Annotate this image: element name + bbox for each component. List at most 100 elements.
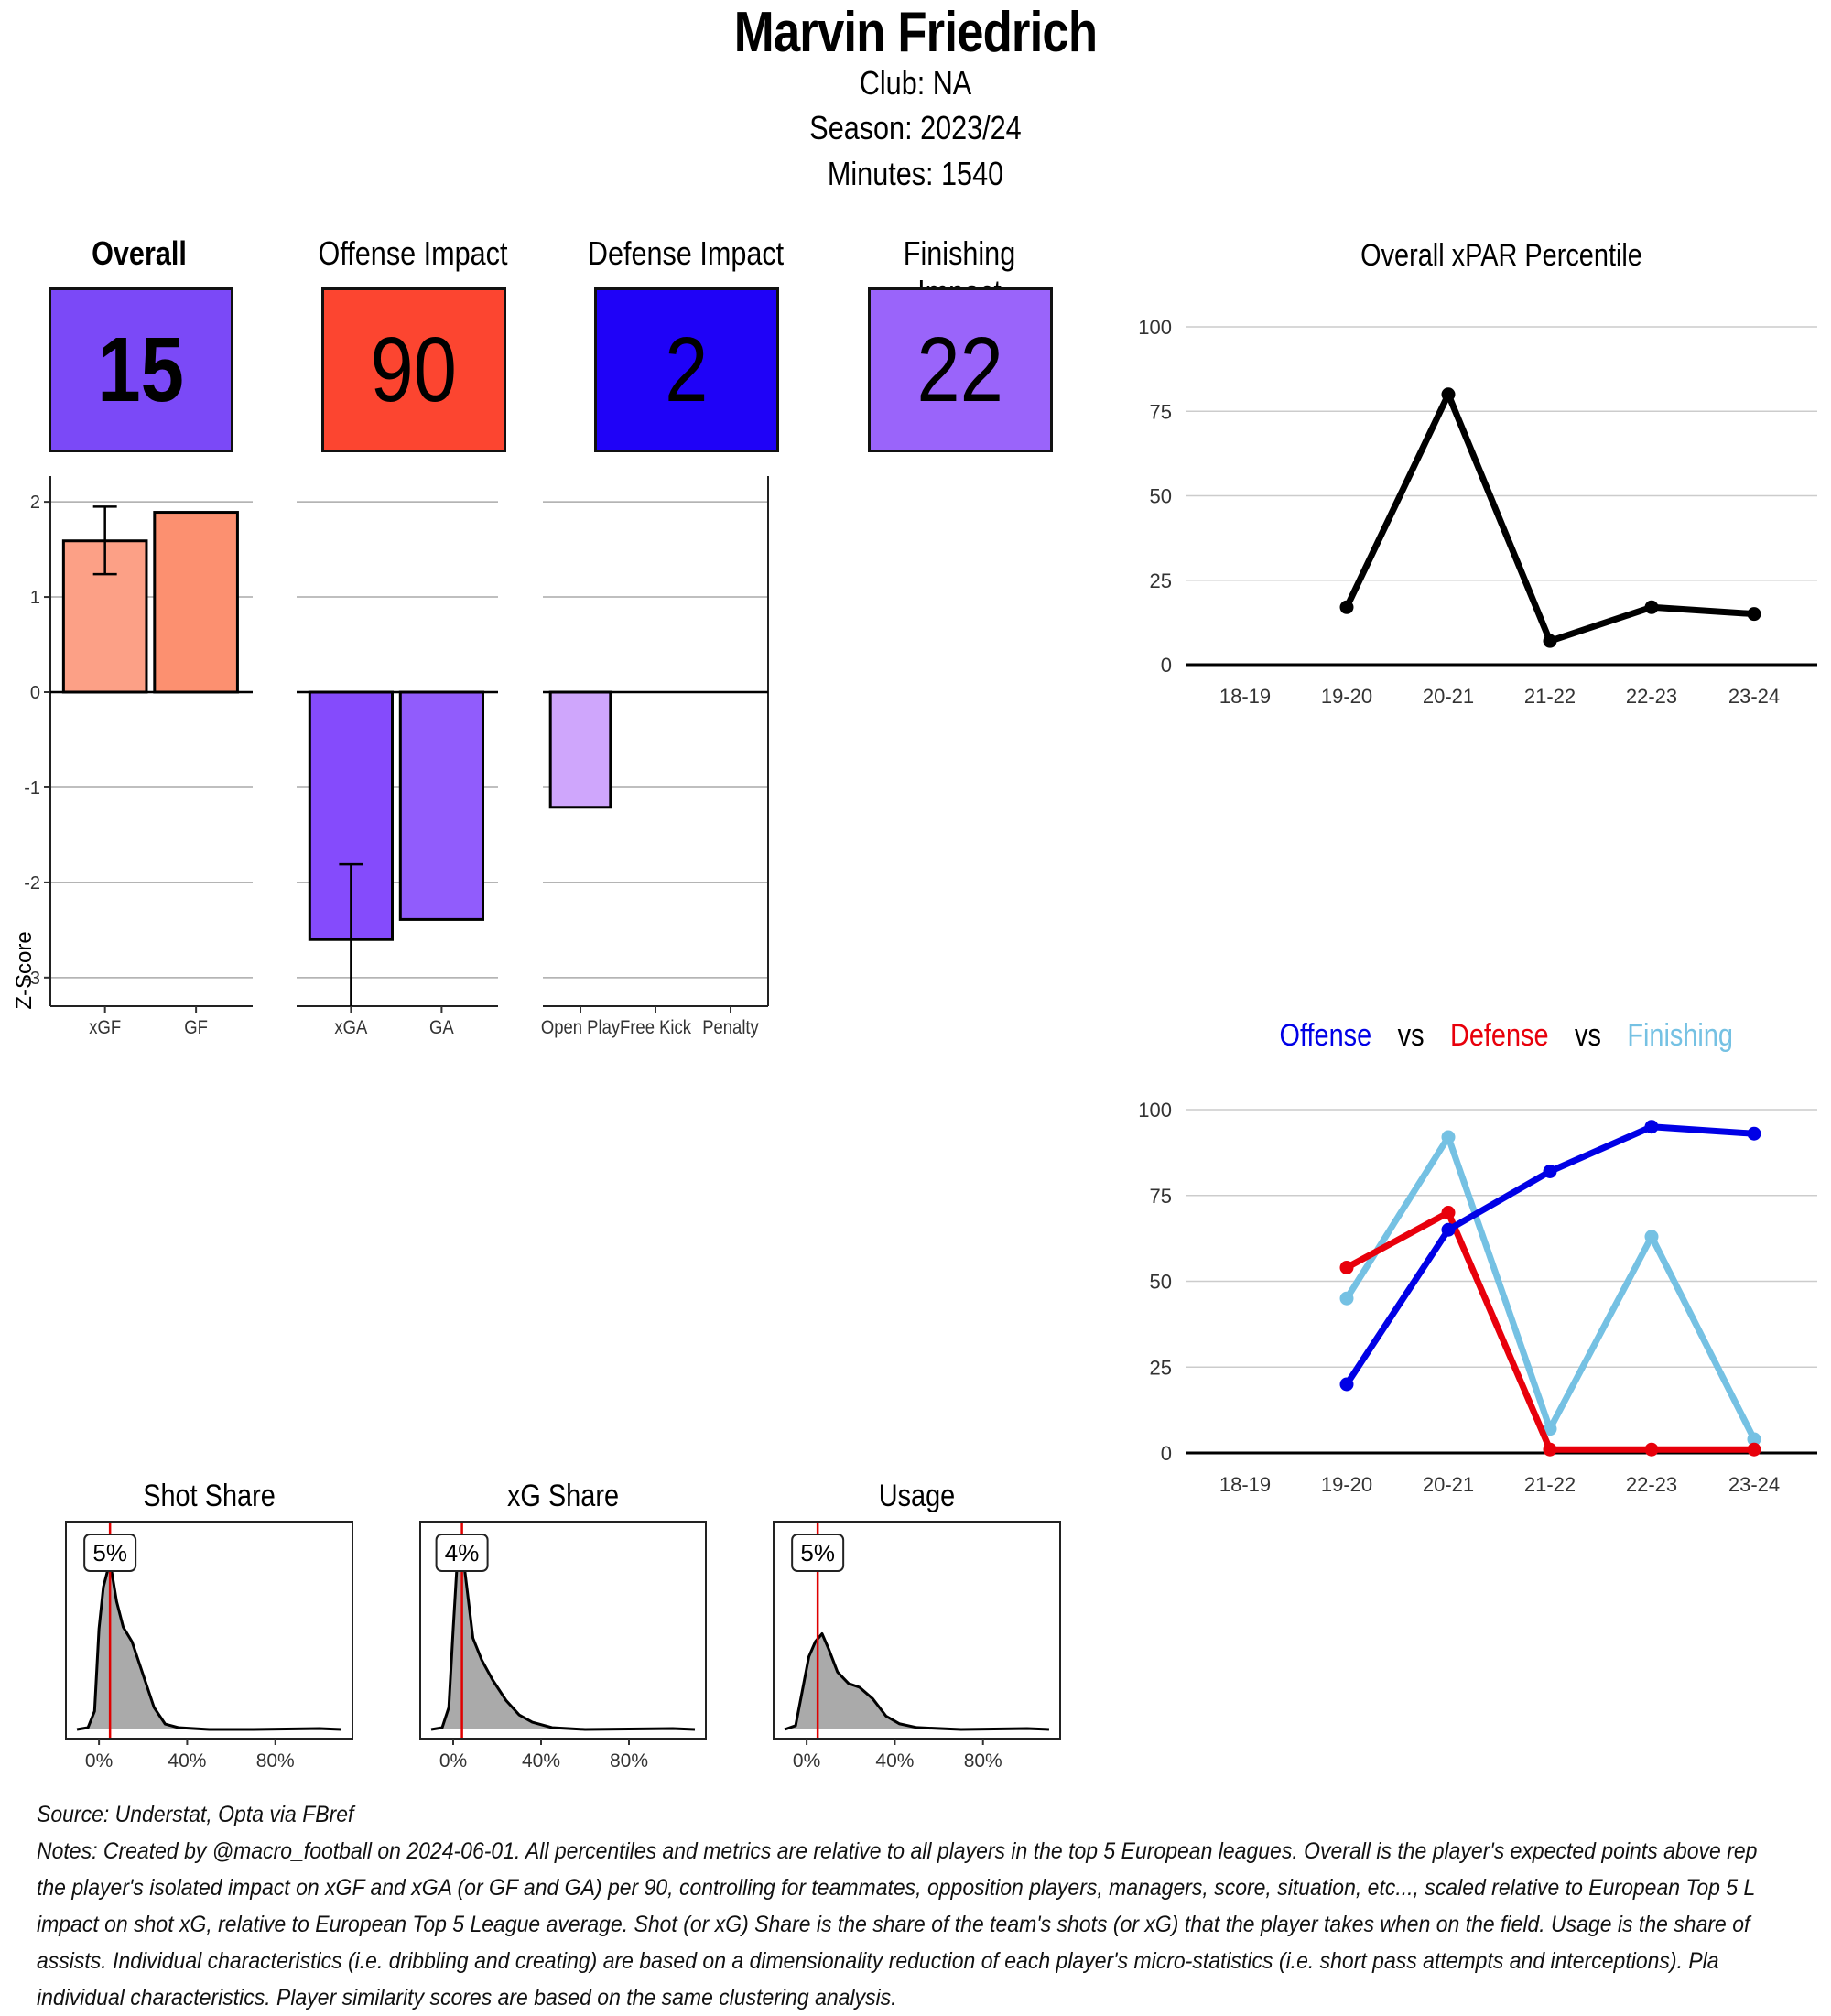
- x-tick-label: xGF: [89, 1017, 121, 1038]
- kpi-box-finishing: 22: [868, 287, 1053, 452]
- y-tick-label: 100: [1138, 1099, 1172, 1122]
- kpi-value-defense: 2: [665, 318, 709, 421]
- club-line: Club: NA: [859, 64, 972, 102]
- x-tick-label: Penalty: [702, 1017, 759, 1038]
- x-tick-label: 23-24: [1728, 1473, 1780, 1496]
- data-point-overall: [1543, 634, 1557, 648]
- player-marker-label: 4%: [445, 1539, 480, 1566]
- data-point-finishing: [1747, 1432, 1761, 1447]
- kpi-value-finishing: 22: [916, 318, 1004, 421]
- data-point-overall: [1339, 600, 1354, 614]
- density-title: Shot Share: [143, 1478, 276, 1513]
- data-point-overall: [1747, 607, 1761, 622]
- y-tick-label: 25: [1150, 569, 1172, 592]
- player-marker-label-box: [791, 1534, 845, 1572]
- x-tick-label: 23-24: [1728, 685, 1780, 708]
- data-point-defense: [1747, 1442, 1761, 1457]
- x-tick-label: 40%: [522, 1750, 560, 1772]
- footer-note-line: individual characteristics. Player simil…: [37, 1985, 897, 2011]
- x-tick-label: 21-22: [1524, 685, 1576, 708]
- x-tick-label: 19-20: [1321, 1473, 1372, 1496]
- y-tick-label: -2: [24, 873, 40, 894]
- y-tick-label: 100: [1138, 316, 1172, 339]
- title-offense: Offense: [1280, 1017, 1372, 1053]
- footer-note-line: the player's isolated impact on xGF and …: [37, 1875, 1756, 1901]
- x-tick-label: 0%: [793, 1750, 820, 1772]
- y-tick-label: -1: [24, 778, 40, 798]
- y-tick-label: 50: [1150, 485, 1172, 508]
- density-panel-border: [65, 1521, 353, 1740]
- data-point-overall: [1441, 387, 1456, 402]
- y-tick-label: 0: [1161, 1442, 1172, 1465]
- series-line-defense: [1345, 1209, 1754, 1453]
- x-tick-label: GF: [184, 1017, 208, 1038]
- footer-note-line: Notes: Created by @macro_football on 202…: [37, 1838, 1758, 1864]
- x-tick-label: 22-23: [1626, 685, 1677, 708]
- overall-xpar-title: Overall xPAR Percentile: [1360, 237, 1642, 273]
- series-line-overall: [1343, 391, 1755, 645]
- footer-note-line: impact on shot xG, relative to European …: [37, 1912, 1750, 1937]
- kpi-box-offense: 90: [321, 287, 506, 452]
- data-point-offense: [1747, 1126, 1761, 1141]
- kpi-label-overall: Overall: [92, 234, 187, 272]
- data-point-finishing: [1644, 1230, 1659, 1244]
- kpi-label-defense: Defense Impact: [587, 234, 785, 272]
- bar-open-play: [548, 690, 612, 809]
- footer-note-line: assists. Individual characteristics (i.e…: [37, 1948, 1719, 1974]
- x-tick-label: 40%: [168, 1750, 206, 1772]
- x-tick-label: 20-21: [1423, 685, 1474, 708]
- data-point-finishing: [1543, 1422, 1557, 1436]
- density-line: [430, 1545, 696, 1731]
- y-tick-label: 75: [1150, 400, 1172, 423]
- data-point-offense: [1441, 1222, 1456, 1237]
- density-area: [77, 1561, 341, 1729]
- bar-ga: [398, 690, 484, 921]
- player-name: Marvin Friedrich: [733, 1, 1098, 64]
- density-area: [431, 1546, 695, 1729]
- density-line: [784, 1632, 1050, 1731]
- title-vs-2: vs: [1575, 1017, 1601, 1053]
- density-title: xG Share: [507, 1478, 619, 1513]
- x-tick-label: 22-23: [1626, 1473, 1677, 1496]
- y-tick-label: 2: [30, 493, 40, 513]
- zscore-axis-label: Z-Score: [12, 931, 37, 1009]
- x-tick-label: 0%: [439, 1750, 467, 1772]
- data-point-offense: [1339, 1377, 1354, 1392]
- y-tick-label: 1: [30, 588, 40, 608]
- x-tick-label: Free Kick: [620, 1017, 691, 1038]
- density-title: Usage: [879, 1478, 956, 1513]
- data-point-defense: [1339, 1261, 1354, 1274]
- x-tick-label: GA: [429, 1017, 454, 1038]
- x-tick-label: 18-19: [1219, 1473, 1271, 1496]
- y-tick-label: 50: [1150, 1271, 1172, 1294]
- x-tick-label: 0%: [85, 1750, 113, 1772]
- title-vs-1: vs: [1398, 1017, 1425, 1053]
- components-title: Offense vs Defense vs Finishing: [1280, 1017, 1733, 1053]
- density-panel-border: [773, 1521, 1061, 1740]
- minutes-line: Minutes: 1540: [827, 155, 1004, 192]
- y-tick-label: -3: [24, 969, 40, 989]
- x-tick-label: 40%: [875, 1750, 914, 1772]
- kpi-box-overall: 15: [49, 287, 233, 452]
- kpi-value-offense: 90: [370, 318, 458, 421]
- overall-xpar-chart: Overall xPAR Percentile 0 25 50 75 100 18-19 1…: [1138, 237, 1817, 708]
- season-line: Season: 2023/24: [809, 109, 1022, 146]
- x-tick-label: xGA: [334, 1017, 368, 1038]
- zscore-bar-chart: Z-Score 3210-1-2-3OffensexGFGFDefensexGA…: [12, 476, 769, 1038]
- bar-gf: [153, 511, 239, 694]
- data-point-finishing: [1441, 1130, 1456, 1144]
- components-chart: Offense vs Defense vs Finishing 0 25 50 75 1…: [1138, 1017, 1817, 1496]
- x-tick-label: Open Play: [541, 1017, 620, 1038]
- y-tick-label: 0: [1161, 654, 1172, 677]
- data-point-finishing: [1339, 1291, 1354, 1306]
- footer-source: Source: Understat, Opta via FBref: [37, 1802, 354, 1827]
- y-tick-label: 25: [1150, 1356, 1172, 1379]
- data-point-overall: [1644, 600, 1659, 614]
- player-marker-label-box: [83, 1534, 137, 1572]
- x-tick-label: 80%: [964, 1750, 1002, 1772]
- kpi-value-overall: 15: [97, 318, 185, 421]
- player-marker-label-box: [435, 1534, 489, 1572]
- y-tick-label: 0: [30, 683, 40, 703]
- density-line: [76, 1559, 342, 1731]
- title-defense: Defense: [1450, 1017, 1549, 1053]
